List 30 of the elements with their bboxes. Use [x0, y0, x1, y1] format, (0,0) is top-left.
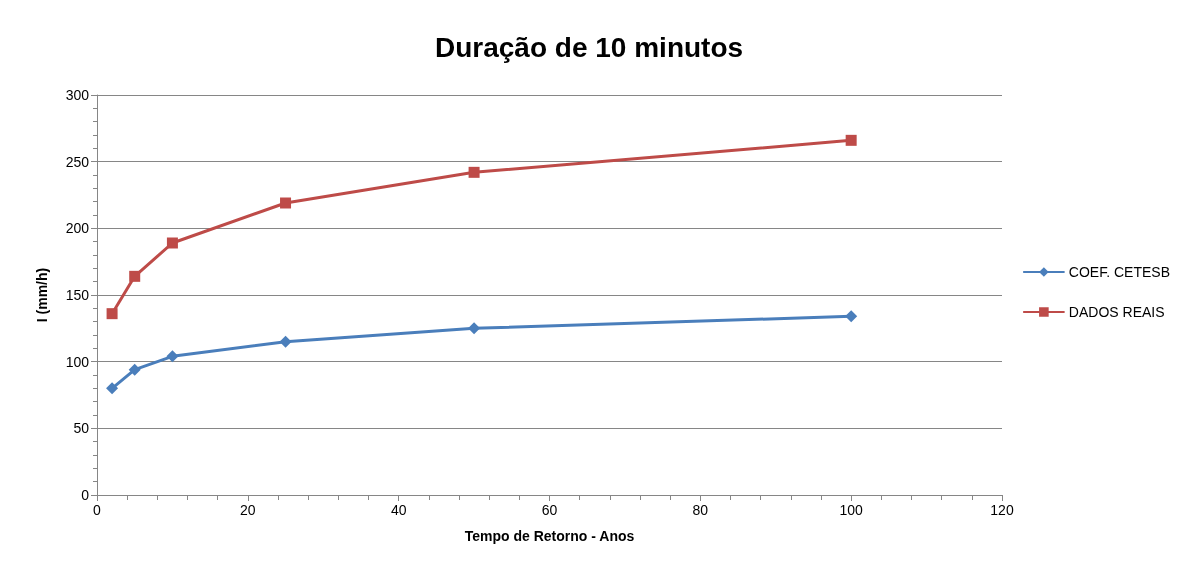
point — [845, 310, 858, 323]
x-tick-label: 40 — [390, 502, 407, 518]
legend-label: DADOS REAIS — [1068, 304, 1165, 320]
y-tick-label: 200 — [65, 220, 90, 237]
point — [129, 270, 141, 282]
x-tick-label: 100 — [839, 502, 864, 518]
point — [845, 134, 857, 146]
y-tick-label: 300 — [65, 87, 90, 103]
y-axis-title: I (mm/h) — [34, 267, 50, 323]
x-tick-label: 60 — [541, 502, 558, 518]
point — [128, 363, 141, 376]
point — [166, 237, 178, 249]
point — [166, 350, 179, 363]
chart-title: Duração de 10 minutos — [435, 31, 744, 63]
x-tick-label: 120 — [990, 502, 1014, 518]
point — [279, 335, 292, 348]
y-tick-label: 0 — [81, 487, 90, 503]
y-tick-label: 50 — [73, 420, 90, 437]
x-tick-label: 20 — [240, 502, 256, 518]
x-tick-label: 0 — [93, 502, 102, 518]
x-axis-title: Tempo de Retorno - Anos — [464, 528, 635, 544]
legend-label: COEF. CETESB — [1068, 264, 1171, 280]
point — [468, 166, 480, 178]
x-tick-label: 80 — [692, 502, 709, 518]
point — [280, 197, 292, 209]
point — [106, 308, 118, 320]
point — [106, 382, 119, 395]
y-tick-label: 250 — [65, 153, 90, 170]
y-tick-label: 100 — [65, 353, 90, 370]
y-tick-label: 150 — [65, 287, 90, 303]
